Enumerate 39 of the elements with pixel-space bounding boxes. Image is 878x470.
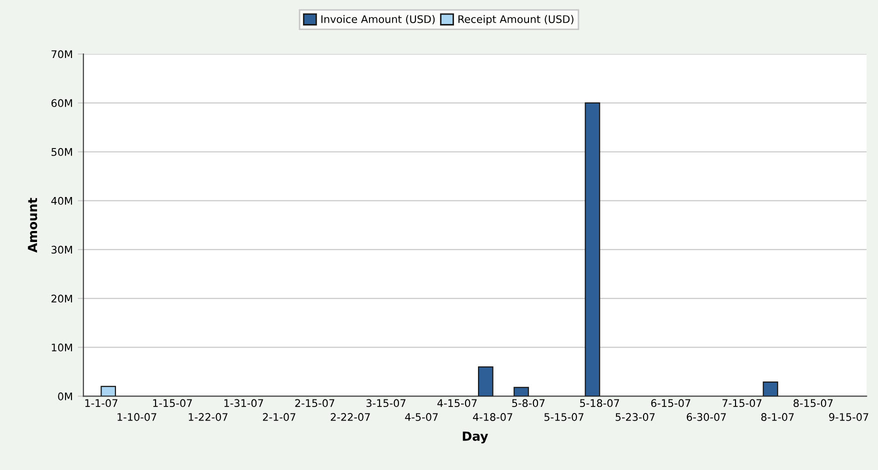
- x-tick-label: 1-1-07: [85, 399, 118, 408]
- x-tick-label: 2-15-07: [295, 399, 334, 408]
- y-tick-label: 20M: [52, 294, 72, 303]
- x-tick-label: 1-10-07: [118, 413, 156, 421]
- y-tick-label: 60M: [51, 99, 72, 108]
- x-tick-label: 4-15-07: [437, 399, 477, 408]
- x-tick-label: 2-1-07: [262, 413, 296, 421]
- x-tick-label: 7-15-07: [722, 399, 762, 408]
- y-tick-label: 10M: [52, 344, 72, 352]
- y-tick-label: 0M: [58, 392, 72, 400]
- x-tick-label: 5-15-07: [544, 413, 584, 421]
- x-tick-label: 2-22-07: [330, 413, 370, 421]
- y-tick-label: 50M: [52, 148, 72, 156]
- x-tick-label: 5-23-07: [616, 413, 655, 421]
- x-tick-label: 5-8-07: [512, 399, 545, 408]
- x-tick-label: 6-15-07: [651, 399, 690, 408]
- x-tick-label: 3-15-07: [366, 399, 406, 408]
- bar: [514, 386, 529, 396]
- x-axis-title: Day: [462, 432, 488, 444]
- legend-label: Invoice Amount (USD): [321, 15, 435, 24]
- y-axis-title: Amount: [28, 198, 38, 253]
- x-tick-label: 4-5-07: [405, 413, 438, 421]
- y-tick-label: 40M: [51, 196, 72, 205]
- x-tick-label: 1-31-07: [224, 399, 264, 408]
- x-tick-label: 9-15-07: [829, 413, 868, 421]
- x-tick-label: 8-1-07: [761, 413, 794, 421]
- bar: [584, 102, 600, 396]
- x-tick-label: 1-22-07: [188, 413, 228, 421]
- y-tick-label: 30M: [52, 246, 72, 254]
- bar: [478, 366, 494, 396]
- bar: [100, 386, 116, 396]
- x-tick-label: 8-15-07: [794, 399, 833, 408]
- legend-label: Receipt Amount (USD): [458, 15, 574, 26]
- y-tick-label: 70M: [52, 50, 72, 58]
- x-tick-label: 4-18-07: [472, 413, 512, 421]
- x-tick-label: 5-18-07: [580, 399, 620, 408]
- bar: [762, 381, 778, 396]
- x-tick-label: 1-15-07: [153, 399, 192, 408]
- x-tick-label: 6-30-07: [686, 413, 726, 421]
